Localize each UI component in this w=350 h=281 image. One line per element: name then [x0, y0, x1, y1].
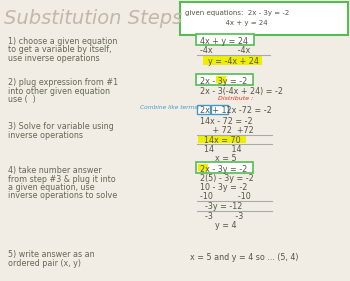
Text: 2x - 3y = -2: 2x - 3y = -2 [200, 77, 247, 86]
Text: -4x          -4x: -4x -4x [200, 46, 250, 55]
Text: 4x + y = 24: 4x + y = 24 [185, 20, 268, 26]
Text: -10          -10: -10 -10 [200, 192, 251, 201]
Text: 2) plug expression from #1: 2) plug expression from #1 [8, 78, 118, 87]
FancyBboxPatch shape [203, 56, 261, 65]
FancyBboxPatch shape [196, 162, 253, 173]
Text: 1) choose a given equation: 1) choose a given equation [8, 37, 117, 46]
Text: 4) take number answer: 4) take number answer [8, 166, 102, 175]
Text: 4x + y = 24: 4x + y = 24 [200, 37, 248, 46]
Text: 14       14: 14 14 [204, 145, 241, 154]
Text: x = 5 and y = 4 so ... (5, 4): x = 5 and y = 4 so ... (5, 4) [190, 253, 299, 262]
FancyBboxPatch shape [196, 74, 253, 85]
FancyBboxPatch shape [180, 1, 348, 35]
FancyBboxPatch shape [198, 135, 246, 143]
Text: Substitution Steps: Substitution Steps [4, 8, 182, 28]
Text: 2x - 3y = -2: 2x - 3y = -2 [200, 165, 247, 174]
Text: use (  ): use ( ) [8, 95, 36, 104]
Text: use inverse operations: use inverse operations [8, 54, 100, 63]
Text: 5) write answer as an: 5) write answer as an [8, 250, 94, 259]
FancyBboxPatch shape [198, 164, 208, 171]
FancyBboxPatch shape [216, 76, 226, 83]
Text: given equations:  2x - 3y = -2: given equations: 2x - 3y = -2 [185, 10, 289, 16]
Text: inverse operations: inverse operations [8, 130, 83, 139]
Text: 14x - 72 = -2: 14x - 72 = -2 [200, 117, 253, 126]
Text: -3y = -12: -3y = -12 [205, 202, 242, 211]
Text: into other given equation: into other given equation [8, 87, 110, 96]
FancyBboxPatch shape [210, 105, 228, 114]
Text: + 72  +72: + 72 +72 [200, 126, 254, 135]
Text: 3) Solve for variable using: 3) Solve for variable using [8, 122, 114, 131]
Text: -3         -3: -3 -3 [205, 212, 243, 221]
Text: y = -4x + 24: y = -4x + 24 [208, 57, 259, 66]
Text: 2x - 3(-4x + 24) = -2: 2x - 3(-4x + 24) = -2 [200, 87, 283, 96]
Text: to get a variable by itself,: to get a variable by itself, [8, 46, 112, 55]
FancyBboxPatch shape [196, 105, 210, 114]
Text: a given equation, use: a given equation, use [8, 183, 94, 192]
FancyBboxPatch shape [196, 34, 254, 45]
Text: 2x + 12x -72 = -2: 2x + 12x -72 = -2 [200, 106, 272, 115]
Text: 2(5) - 3y = -2: 2(5) - 3y = -2 [200, 174, 254, 183]
Text: ordered pair (x, y): ordered pair (x, y) [8, 259, 81, 268]
Text: Combine like terms:: Combine like terms: [140, 105, 199, 110]
Text: Distribute :: Distribute : [218, 96, 253, 101]
Text: 14x = 70: 14x = 70 [204, 136, 241, 145]
Text: x = 5: x = 5 [215, 154, 237, 163]
Text: y = 4: y = 4 [215, 221, 237, 230]
Text: from step #3 & plug it into: from step #3 & plug it into [8, 175, 116, 183]
Text: inverse operations to solve: inverse operations to solve [8, 191, 117, 201]
Text: 10 - 3y = -2: 10 - 3y = -2 [200, 183, 247, 192]
